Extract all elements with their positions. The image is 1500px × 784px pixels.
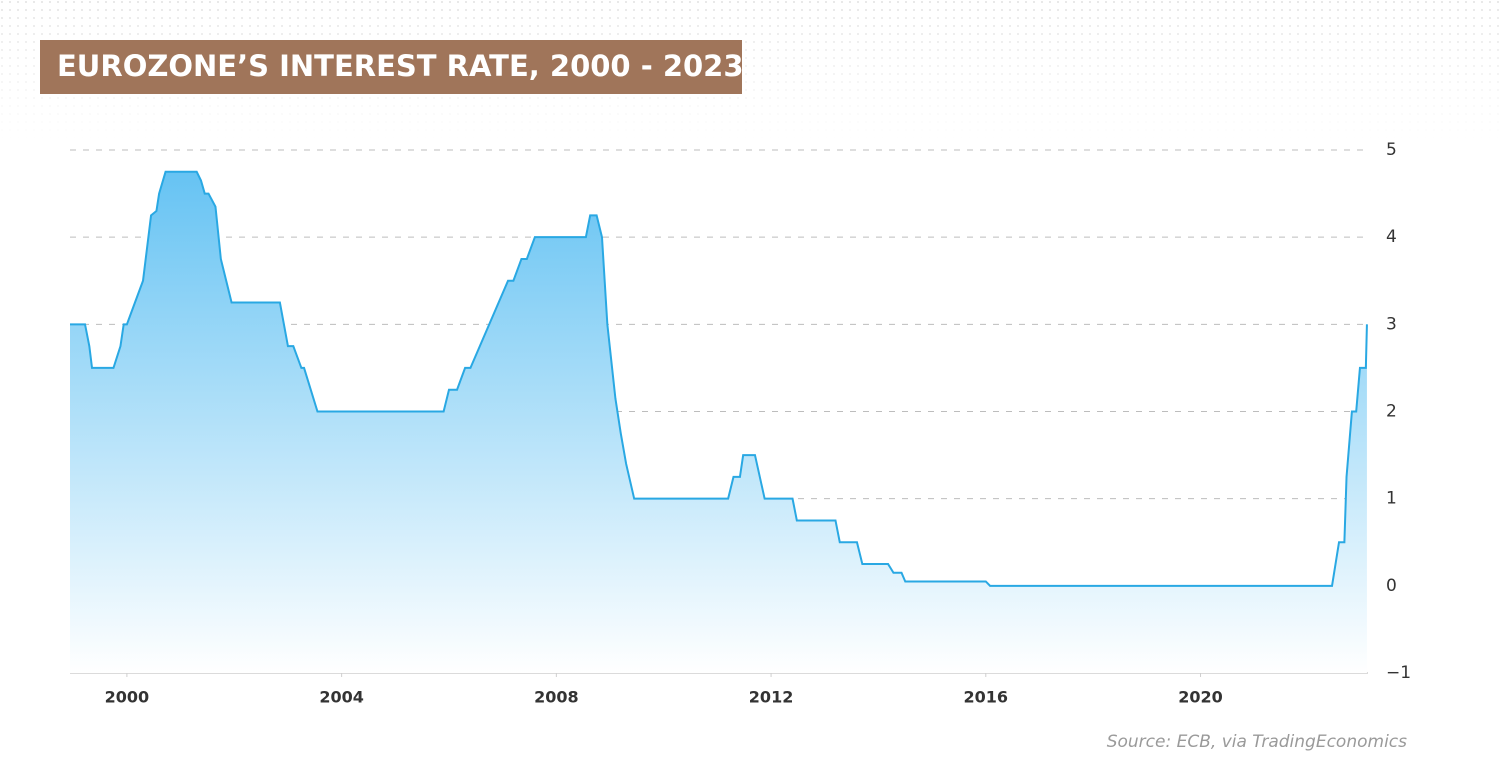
x-tick-label: 2012 bbox=[749, 688, 794, 707]
rate-line bbox=[70, 170, 1368, 587]
y-tick-label: 4 bbox=[1386, 227, 1397, 247]
area-fill bbox=[70, 171, 1367, 674]
y-tick-label: 0 bbox=[1386, 576, 1397, 596]
chart-title: EUROZONE’S INTEREST RATE, 2000 - 2023 bbox=[57, 49, 744, 83]
y-tick-label: 3 bbox=[1386, 314, 1397, 334]
y-tick-label: −1 bbox=[1386, 663, 1411, 683]
y-tick-label: 2 bbox=[1386, 402, 1397, 422]
title-box bbox=[40, 40, 742, 94]
source-note: Source: ECB, via TradingEconomics bbox=[1107, 732, 1407, 752]
x-tick-label: 2016 bbox=[964, 688, 1009, 707]
y-tick-label: 5 bbox=[1386, 140, 1397, 160]
x-tick-label: 2008 bbox=[534, 688, 579, 707]
y-tick-label: 1 bbox=[1386, 489, 1397, 509]
x-tick-label: 2020 bbox=[1178, 688, 1223, 707]
x-tick-label: 2000 bbox=[105, 688, 150, 707]
x-tick-label: 2004 bbox=[319, 688, 364, 707]
